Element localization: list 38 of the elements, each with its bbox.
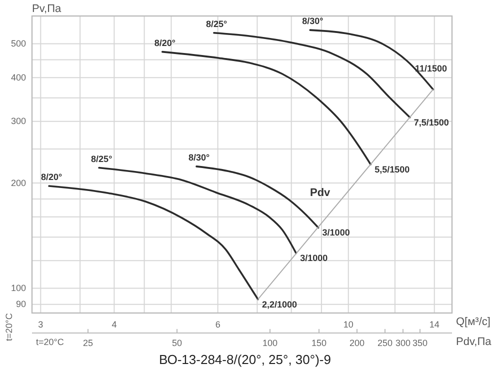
text: 25	[82, 338, 94, 348]
text: t=20°C	[4, 312, 14, 341]
x2-axis-title: Pdv,Па	[456, 336, 492, 348]
y-tick-label: 90	[16, 299, 26, 310]
y-tick-label: 300	[10, 116, 26, 126]
annotation: Pdv	[310, 187, 332, 199]
series-label: 8/30°	[302, 16, 324, 26]
annotation: 7,5/1500	[414, 117, 449, 128]
text: 50	[172, 338, 182, 348]
text: ВО-13-284-8/(20°, 25°, 30°)-9	[159, 352, 331, 367]
y-tick-label: 200	[10, 178, 26, 188]
x-tick-label: 4	[112, 319, 117, 330]
x-tick-label: 10	[343, 319, 354, 330]
text: 200	[349, 338, 365, 348]
annotation: 5,5/1500	[374, 164, 410, 174]
y-axis-title: Pv,Па	[32, 3, 62, 15]
x-tick-label: 6	[215, 319, 220, 330]
x-tick-label: 14	[429, 319, 440, 330]
text: 350	[412, 338, 428, 348]
series-label: 8/25°	[91, 154, 113, 164]
y-tick-label: 400	[10, 72, 26, 82]
series-label: 8/30°	[188, 152, 210, 162]
x-tick-label: 3	[38, 319, 44, 330]
text: t=20°C	[36, 337, 64, 347]
y-tick-label: 500	[10, 38, 26, 49]
x-axis-title: Q[м³/с]	[456, 316, 490, 328]
text: 250	[377, 338, 393, 348]
series-label: 8/20°	[41, 172, 63, 182]
series-label: 8/25°	[206, 18, 228, 29]
y-tick-label: 100	[10, 283, 26, 294]
annotation: 3/1000	[300, 253, 328, 264]
series-label: 8/20°	[154, 38, 176, 48]
annotation: 3/1000	[322, 228, 350, 238]
annotation: 11/1500	[415, 63, 448, 74]
text: 300	[395, 338, 411, 348]
annotation: 2,2/1000	[262, 299, 297, 310]
text: 100	[262, 338, 278, 348]
text: 150	[311, 338, 327, 348]
